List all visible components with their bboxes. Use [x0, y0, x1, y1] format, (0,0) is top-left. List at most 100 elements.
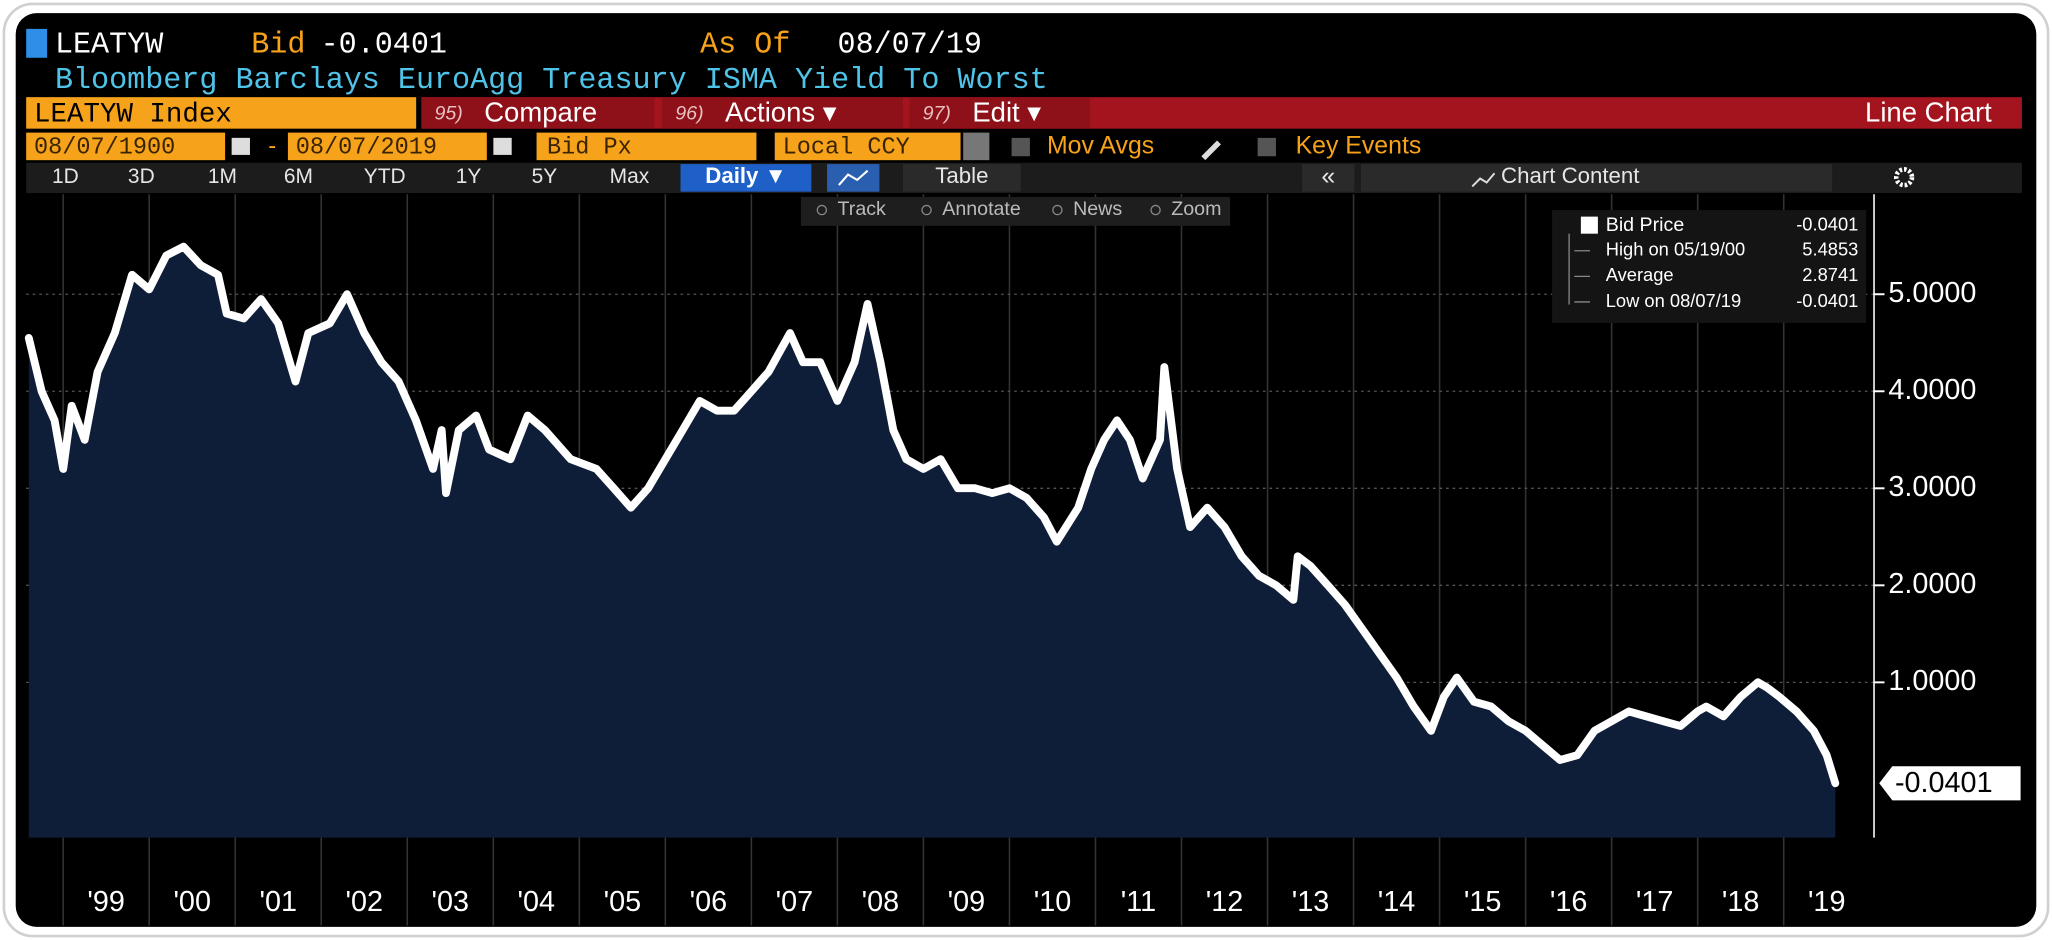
x-tick-label: '02 — [345, 886, 383, 918]
x-tick-label: '05 — [604, 886, 642, 918]
currency: Local CCY — [783, 134, 910, 161]
start-date: 08/07/1900 — [34, 134, 175, 161]
line — [24, 242, 1840, 788]
security: LEATYW Index — [34, 99, 232, 130]
last-value-tag — [1879, 766, 2021, 801]
x-tick-label: '13 — [1292, 886, 1330, 918]
field: Bid Px — [547, 134, 632, 161]
menu-label: Compare — [484, 96, 597, 127]
legend-stat-label: High on 05/19/00 — [1606, 239, 1746, 260]
legend-name: Bid Price — [1606, 214, 1685, 236]
x-tick-label: '08 — [862, 886, 900, 918]
pencil-icon — [1201, 140, 1221, 161]
ticker: LEATYW — [55, 29, 164, 63]
y-tick-label: 1.0000 — [1888, 665, 1976, 697]
last-value: -0.0401 — [1895, 767, 1993, 799]
tool-icon — [816, 204, 828, 216]
menu-button[interactable] — [421, 97, 655, 129]
period-button[interactable]: Max — [610, 165, 650, 188]
x-tick-label: '14 — [1378, 886, 1416, 918]
currency-dropdown[interactable] — [963, 132, 990, 161]
x-tick-label: '01 — [259, 886, 297, 918]
period-button[interactable]: 3D — [128, 165, 155, 188]
tool-icon — [1150, 204, 1161, 216]
menu-key: 95) — [434, 102, 462, 124]
ticker-marker — [26, 28, 48, 58]
x-tick-label: '04 — [518, 886, 556, 918]
asof-value: 08/07/19 — [838, 29, 982, 63]
chart-content-icon — [1471, 172, 1496, 188]
collapse-button[interactable] — [1302, 164, 1355, 192]
y-tick-label: 4.0000 — [1888, 374, 1976, 406]
tool-button[interactable]: News — [1073, 198, 1122, 220]
legend-stat-label: Average — [1606, 264, 1674, 285]
menu-button[interactable] — [909, 97, 1091, 129]
legend-box — [1552, 210, 1867, 323]
x-tick-label: '06 — [690, 886, 728, 918]
view-name: Line Chart — [1865, 96, 1992, 127]
table-button[interactable] — [902, 164, 1021, 192]
legend-swatch — [1580, 216, 1598, 234]
period-button[interactable]: 1Y — [456, 165, 482, 188]
frequency[interactable]: Daily ▼ — [705, 163, 786, 188]
chart-content-button[interactable] — [1361, 164, 1833, 192]
menu-bar — [421, 97, 2022, 129]
mov-avgs: Mov Avgs — [1047, 132, 1154, 160]
settings-icon[interactable] — [1893, 167, 1915, 188]
tool-button[interactable]: Track — [838, 198, 887, 220]
mov-avgs-checkbox[interactable] — [1011, 137, 1030, 157]
tools-bar — [800, 196, 1231, 226]
security-field[interactable] — [26, 97, 417, 129]
asof-label: As Of — [700, 29, 790, 63]
tool-button[interactable]: Annotate — [942, 198, 1021, 220]
menu-key: 96) — [675, 102, 703, 124]
tool-icon — [1052, 204, 1063, 216]
table[interactable]: Table — [935, 163, 988, 188]
x-tick-label: '10 — [1034, 886, 1072, 918]
legend-stat-value: 5.4853 — [1802, 239, 1858, 260]
end-date-field[interactable] — [287, 132, 487, 161]
calendar-icon[interactable] — [231, 137, 250, 155]
area-fill — [28, 246, 1836, 838]
x-tick-label: '07 — [776, 886, 814, 918]
calendar-icon[interactable] — [493, 137, 512, 155]
tool-button[interactable]: Zoom — [1171, 198, 1221, 220]
x-tick-label: '09 — [948, 886, 986, 918]
frequency-button[interactable] — [680, 164, 812, 192]
legend-value: -0.0401 — [1796, 214, 1858, 235]
line-chart-icon — [838, 169, 869, 186]
period-button[interactable]: 1D — [52, 165, 79, 188]
collapse[interactable]: « — [1321, 162, 1335, 190]
bid-value: -0.0401 — [321, 29, 447, 63]
key-events: Key Events — [1296, 132, 1422, 160]
field-selector[interactable] — [536, 132, 757, 161]
legend-stat-value: -0.0401 — [1796, 290, 1858, 311]
x-tick-label: '11 — [1121, 886, 1156, 918]
menu-button[interactable] — [662, 97, 903, 129]
bid-label: Bid — [251, 29, 305, 63]
x-tick-label: '15 — [1464, 886, 1502, 918]
menu-label: Actions ▾ — [725, 96, 837, 127]
y-tick-label: 5.0000 — [1888, 277, 1976, 309]
key-events-checkbox[interactable] — [1257, 137, 1276, 157]
period-button[interactable]: 1M — [208, 165, 237, 188]
start-date-field[interactable] — [26, 132, 226, 161]
x-tick-label: '17 — [1636, 886, 1674, 918]
description: Bloomberg Barclays EuroAgg Treasury ISMA… — [55, 64, 1048, 98]
legend-stat-value: 2.8741 — [1802, 264, 1858, 285]
x-tick-label: '00 — [173, 886, 211, 918]
currency-selector[interactable] — [774, 132, 961, 161]
x-tick-label: '19 — [1808, 886, 1846, 918]
period-button[interactable]: 5Y — [532, 165, 558, 188]
tool-icon — [921, 204, 932, 216]
x-tick-label: '16 — [1550, 886, 1588, 918]
date-separator: - — [268, 132, 276, 158]
chart-content[interactable]: Chart Content — [1501, 163, 1640, 188]
x-tick-label: '99 — [87, 886, 125, 918]
period-button[interactable]: YTD — [364, 165, 406, 188]
x-tick-label: '03 — [432, 886, 470, 918]
end-date: 08/07/2019 — [296, 134, 437, 161]
period-button[interactable]: 6M — [284, 165, 313, 188]
